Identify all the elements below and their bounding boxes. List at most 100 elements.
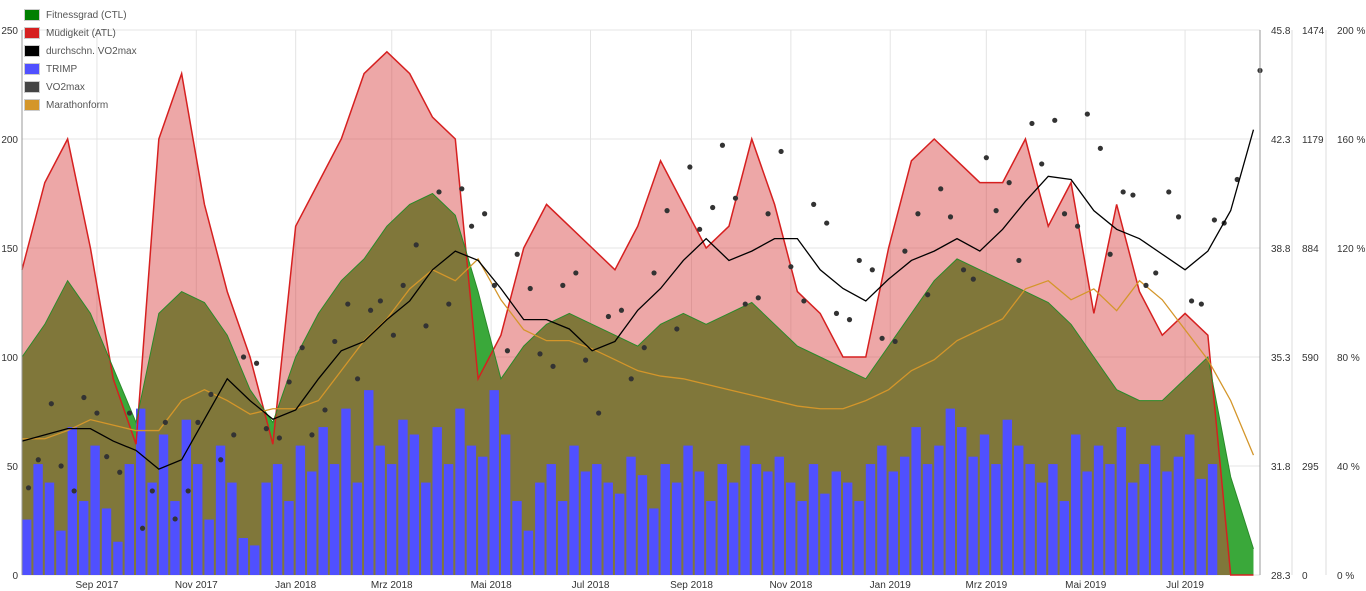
vo2max-point [162,419,168,425]
trimp-bar [375,445,385,575]
x-tick-label: Mai 2018 [471,580,513,591]
vo2max-point [423,323,429,329]
vo2max-point [1143,282,1149,288]
vo2max-point [732,195,739,201]
trimp-bar [535,482,545,575]
vo2max-point [377,298,383,304]
vo2max-point [697,226,703,232]
trimp-bar [1025,464,1035,575]
trimp-bar [945,408,956,575]
vo2max-point [48,401,54,407]
trimp-bar [934,445,944,575]
legend-item-marathonform[interactable]: Marathonform [24,96,137,114]
trimp-bar [580,471,591,575]
legend-item-ctl[interactable]: Fitnessgrad (CTL) [24,6,137,24]
vo2max-point [354,376,361,382]
legend-item-atl[interactable]: Müdigkeit (ATL) [24,24,137,42]
vo2max-point [345,301,351,307]
legend-item-trimp[interactable]: TRIMP [24,60,137,78]
vo2max-point [104,454,110,460]
y-tick-label-left: 100 [1,353,18,364]
vo2max-point [583,357,589,363]
trimp-bar [1185,434,1195,575]
vo2max-point [468,223,475,229]
vo2max-point [1061,211,1068,217]
vo2max-point [491,282,497,288]
trimp-bar [717,464,727,575]
vo2max-point [801,298,807,304]
vo2max-point [651,270,657,276]
vo2max-point [309,432,315,438]
trimp-bar [557,501,568,575]
y-tick-label-left: 50 [7,462,19,473]
trimp-bar [592,464,602,575]
vo2max-point [117,469,123,475]
vo2max-point [367,307,374,313]
trimp-bar [877,445,887,575]
trimp-bar [569,445,579,575]
trimp-bar [1059,501,1070,575]
vo2max-point [1029,120,1035,127]
y-tick-label-percent: 160 % [1337,135,1365,146]
trimp-bar [432,427,442,575]
vo2max-point [687,164,693,170]
y-tick-label-left: 0 [12,571,18,582]
trimp-bar [113,541,123,575]
vo2max-point [482,211,488,217]
vo2max-point [755,295,761,301]
vo2max-point [824,220,830,226]
vo2max-point [1130,192,1136,198]
legend-swatch [24,63,40,75]
vo2max-point [628,376,634,382]
vo2max-point [276,435,282,441]
vo2max-point [71,488,77,494]
trimp-bar [1116,427,1127,575]
trimp-bar [329,464,340,575]
vo2max-point [149,488,155,494]
vo2max-point [81,394,87,401]
legend-label: Fitnessgrad (CTL) [46,9,127,21]
vo2max-point [286,379,292,385]
vo2max-point [322,407,328,413]
trimp-bar [398,419,408,575]
trimp-bar [968,456,978,575]
vo2max-point [1016,257,1022,264]
vo2max-point [537,351,543,357]
vo2max-point [446,301,452,307]
trimp-bar [147,482,157,575]
vo2max-point [1198,301,1204,307]
trimp-bar [136,408,146,575]
x-tick-label: Nov 2018 [769,580,812,591]
vo2max-point [459,186,465,192]
atl-line [21,50,1254,576]
legend-item-vo2max[interactable]: VO2max [24,78,137,96]
vo2max-point [218,457,224,463]
trimp-bar [900,456,910,575]
trimp-bar [991,464,1001,575]
y-tick-label-percent: 40 % [1337,462,1360,473]
trimp-bar [158,434,169,575]
vo2max-point [240,354,247,360]
trimp-bar [614,493,625,575]
trimp-bar [1093,445,1104,575]
vo2max-point [719,142,726,148]
trimp-bar [751,464,762,575]
trimp-bar [227,482,237,575]
trimp-bar [1196,478,1206,575]
trimp-bar [1082,471,1092,575]
trimp-bar [637,475,648,575]
vo2max-point [710,204,716,211]
legend-label: durchschn. VO2max [46,45,137,57]
trimp-bar [512,501,522,575]
trimp-bar [763,471,773,575]
y-tick-label-trimp: 1474 [1302,26,1325,37]
trimp-bar [626,456,636,575]
vo2max-point [618,307,625,313]
vo2max-point [1188,298,1195,304]
legend-item-avg-vo2max[interactable]: durchschn. VO2max [24,42,137,60]
vo2max-point [1006,180,1012,186]
x-tick-label: Sep 2018 [670,580,713,591]
vo2max-point [263,426,269,432]
trimp-bar [364,390,374,575]
x-tick-label: Jul 2018 [572,580,610,591]
